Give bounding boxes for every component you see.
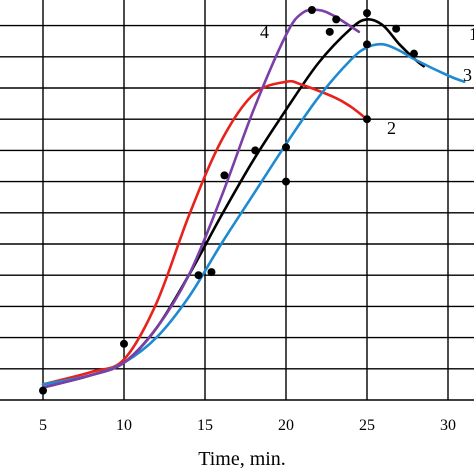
- data-point: [392, 25, 400, 33]
- x-axis-label: Time, min.: [198, 448, 286, 470]
- curve-label-3: 3: [463, 65, 472, 85]
- x-tick-labels: 5 10 15 20 25 30: [39, 417, 456, 434]
- curve-label-4: 4: [260, 22, 269, 42]
- data-point: [120, 340, 128, 348]
- data-point: [39, 387, 47, 395]
- data-point: [282, 178, 290, 186]
- x-tick-label: 20: [278, 417, 294, 434]
- data-point: [326, 28, 334, 36]
- grid: [0, 0, 474, 400]
- x-tick-label: 25: [359, 417, 375, 434]
- curve-label-1: 1: [469, 24, 474, 44]
- x-tick-label: 15: [197, 417, 213, 434]
- data-point: [332, 15, 340, 23]
- data-point: [308, 6, 316, 14]
- x-tick-label: 10: [116, 417, 132, 434]
- data-point: [207, 268, 215, 276]
- data-point: [363, 9, 371, 17]
- curve-label-2: 2: [387, 118, 396, 138]
- data-point: [363, 115, 371, 123]
- data-point: [251, 146, 259, 154]
- series-line-4: [43, 10, 359, 388]
- markers-group: [39, 6, 418, 395]
- x-tick-label: 30: [440, 417, 456, 434]
- x-tick-label: 5: [39, 417, 47, 434]
- data-point: [282, 143, 290, 151]
- data-point: [195, 271, 203, 279]
- series-group: [43, 10, 464, 388]
- data-point: [363, 40, 371, 48]
- data-point: [410, 50, 418, 58]
- data-point: [220, 171, 228, 179]
